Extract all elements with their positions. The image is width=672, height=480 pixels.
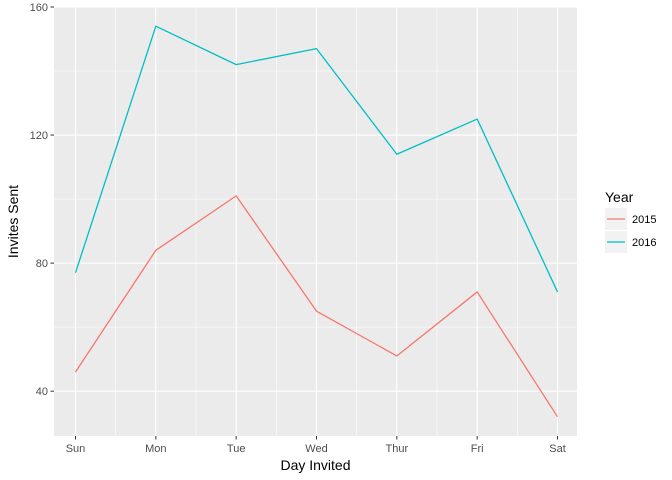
- x-tick-label: Fri: [471, 443, 484, 455]
- legend-items: 2015 2016: [605, 208, 656, 253]
- x-tick-label: Sat: [549, 443, 566, 455]
- x-tick-label: Wed: [305, 443, 327, 455]
- legend-label-2015: 2015: [632, 214, 656, 226]
- y-tick-label: 80: [36, 258, 48, 270]
- major-gridlines: [54, 6, 577, 436]
- x-axis-title: Day Invited: [280, 457, 350, 473]
- x-axis: Sun Mon Tue Wed Thur Fri Sat: [66, 436, 566, 455]
- y-tick-label: 120: [30, 130, 48, 142]
- series-layer: [74, 25, 559, 418]
- legend-title: Year: [605, 189, 634, 205]
- y-axis-title: Invites Sent: [5, 185, 21, 258]
- plot-panel: [54, 7, 577, 436]
- x-tick-label: Sun: [66, 443, 86, 455]
- y-tick-label: 160: [30, 2, 48, 14]
- legend: Year 2015 2016: [605, 189, 656, 253]
- x-tick-label: Tue: [227, 443, 246, 455]
- legend-label-2016: 2016: [632, 237, 656, 249]
- x-tick-label: Mon: [145, 443, 166, 455]
- x-tick-label: Thur: [386, 443, 409, 455]
- y-tick-label: 40: [36, 386, 48, 398]
- y-axis: 40 80 120 160: [30, 2, 54, 398]
